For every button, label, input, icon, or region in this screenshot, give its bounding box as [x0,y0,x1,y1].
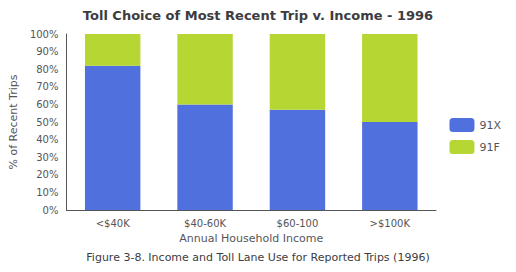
svg-text:60%: 60% [36,99,58,110]
svg-text:100%: 100% [30,29,59,40]
svg-text:0%: 0% [43,205,59,216]
svg-text:10%: 10% [36,187,58,198]
svg-text:>$100K: >$100K [370,218,411,229]
svg-text:40%: 40% [36,134,58,145]
svg-text:80%: 80% [36,64,58,75]
svg-text:30%: 30% [36,152,58,163]
svg-text:91F: 91F [479,141,499,154]
svg-text:20%: 20% [36,169,58,180]
svg-text:90%: 90% [36,46,58,57]
svg-text:91X: 91X [479,119,501,132]
svg-text:Figure 3-8. Income and Toll La: Figure 3-8. Income and Toll Lane Use for… [86,251,429,264]
svg-text:Annual Household Income: Annual Household Income [179,232,323,245]
svg-text:$60-100: $60-100 [277,218,319,229]
svg-text:50%: 50% [36,117,58,128]
svg-text:70%: 70% [36,81,58,92]
svg-text:% of Recent Trips: % of Recent Trips [7,74,20,169]
svg-text:<$40K: <$40K [96,218,130,229]
svg-text:$40-60K: $40-60K [184,218,226,229]
svg-text:Toll Choice of Most Recent Tri: Toll Choice of Most Recent Trip v. Incom… [83,8,433,23]
